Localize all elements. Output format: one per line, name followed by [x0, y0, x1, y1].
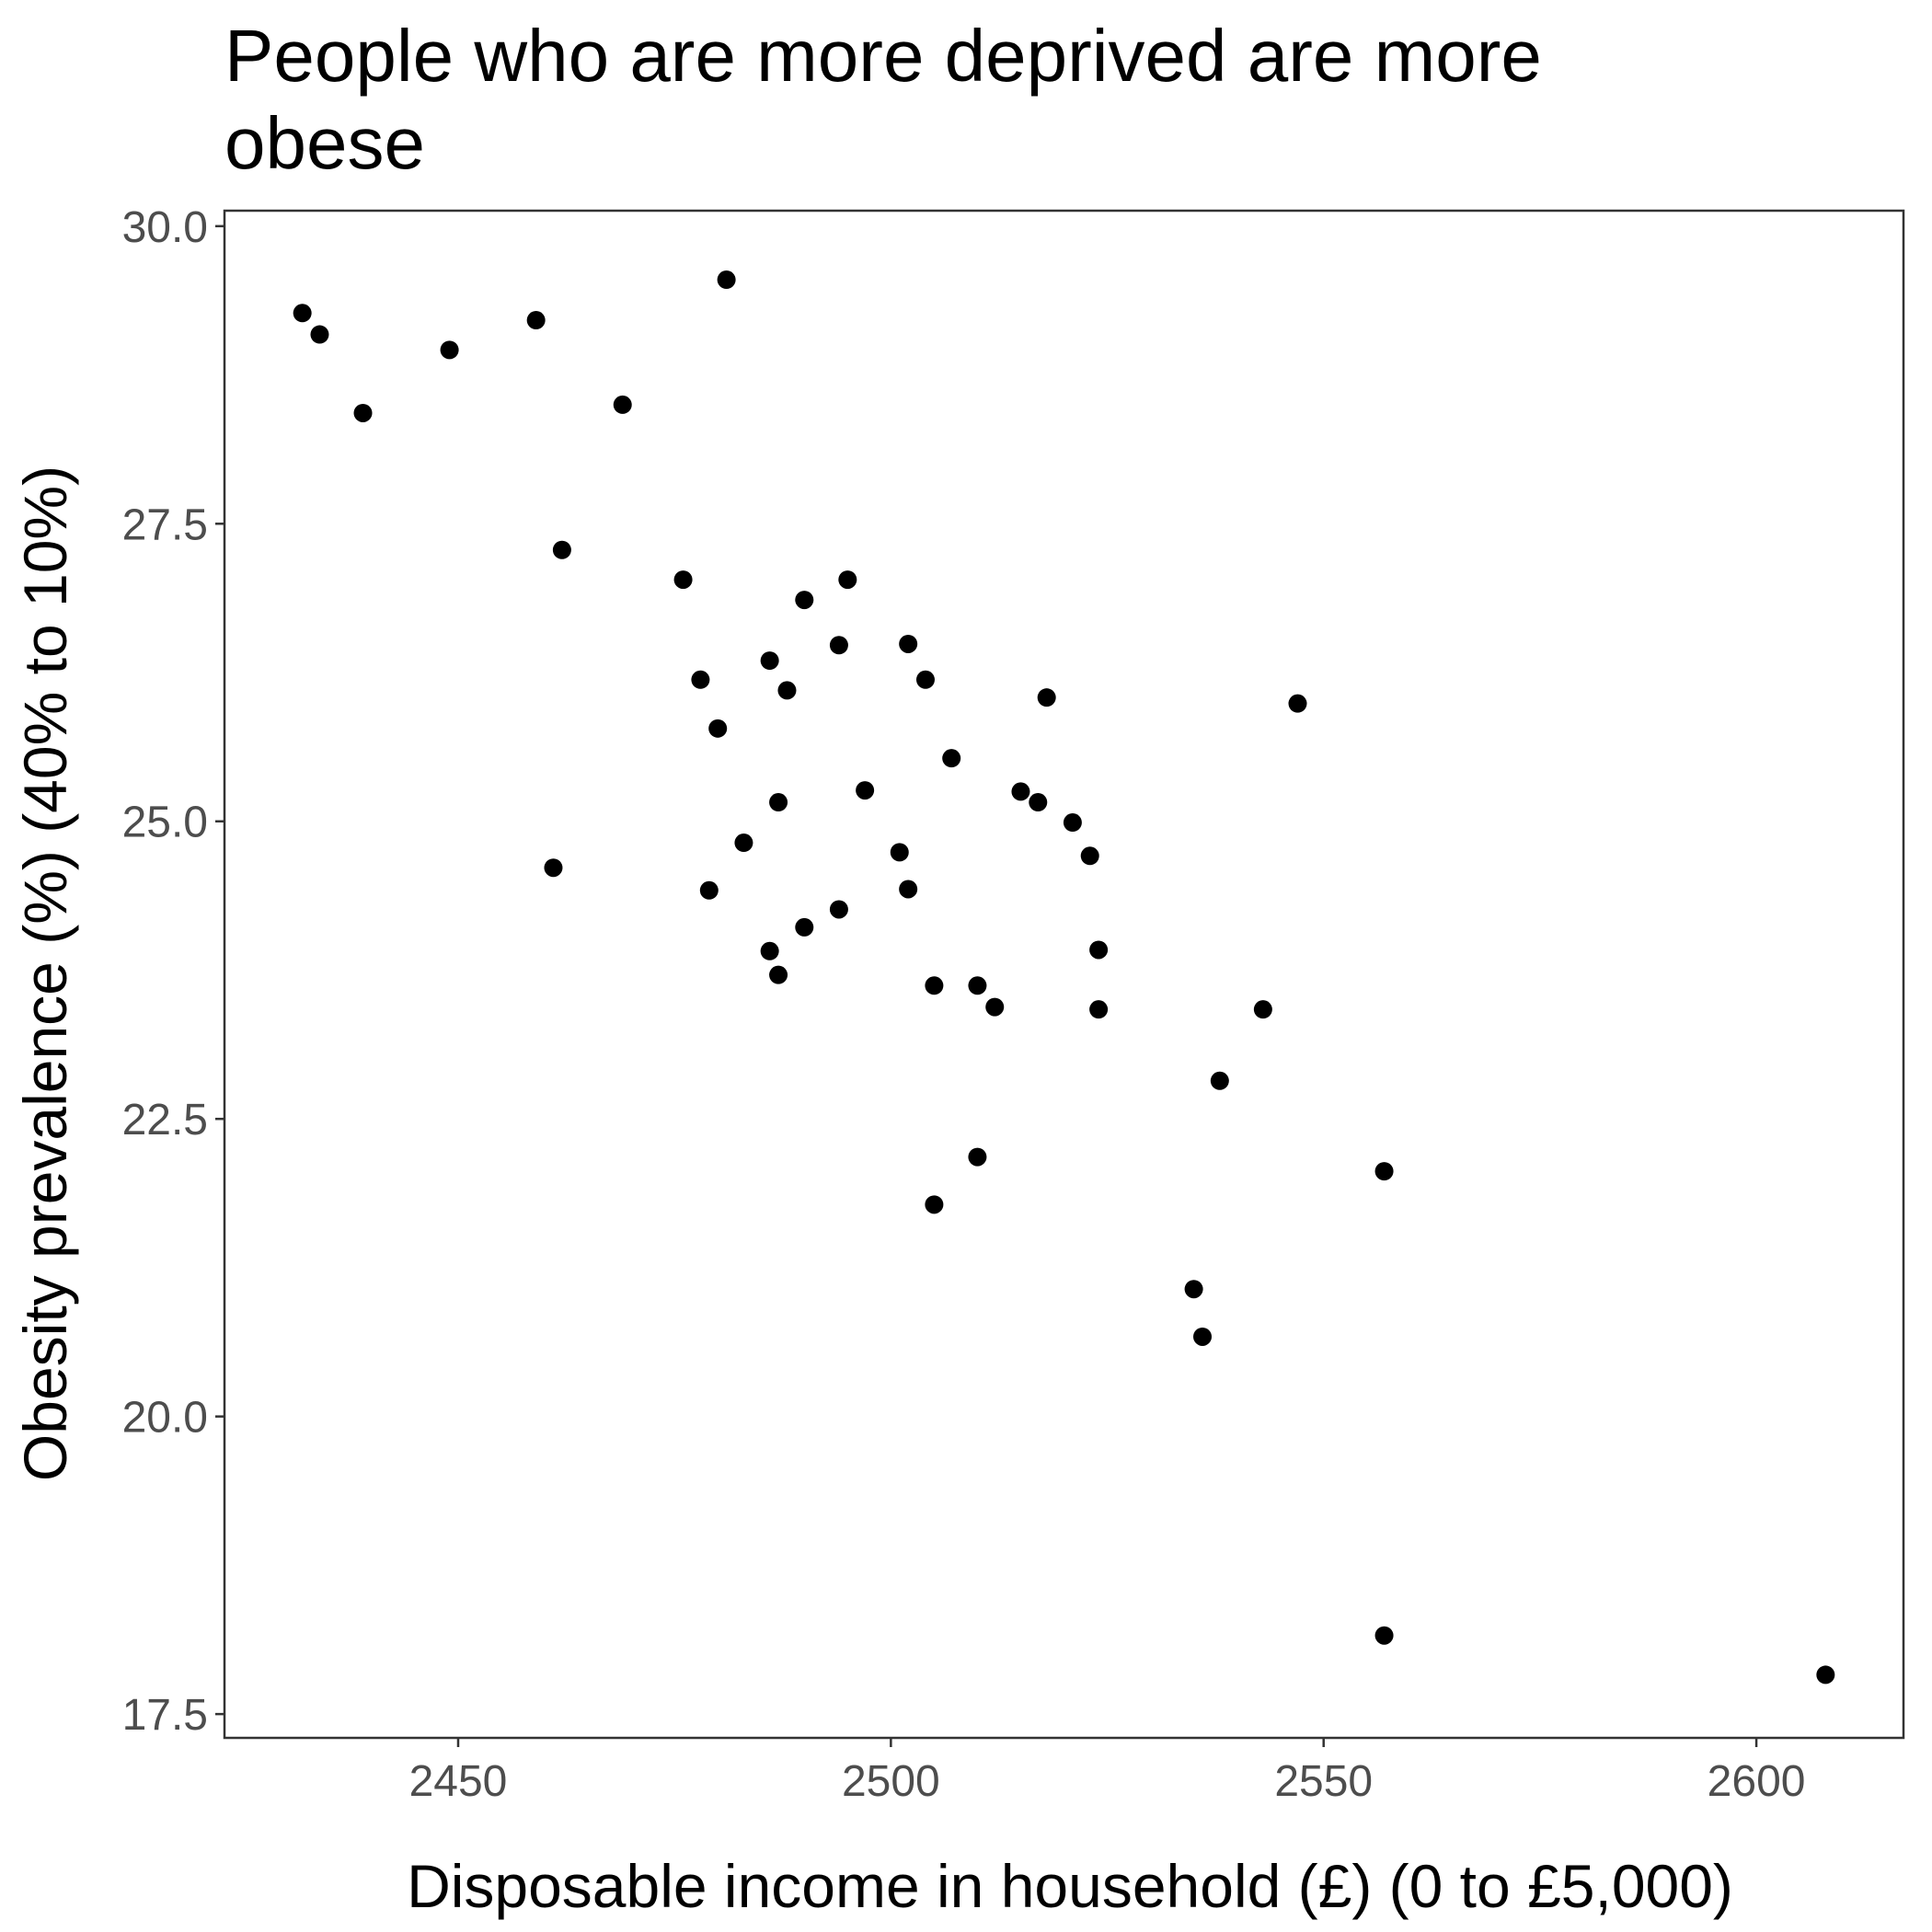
data-point: [1011, 782, 1030, 801]
data-point: [1089, 1000, 1109, 1019]
x-axis: 2450 2500 2550 2600: [409, 1738, 1806, 1806]
data-point: [691, 670, 710, 689]
data-point: [708, 719, 728, 738]
y-axis: 17.5 20.0 22.5 25.0 27.5 30.0: [122, 203, 224, 1740]
data-point: [1193, 1327, 1213, 1346]
data-point: [856, 781, 875, 800]
y-tick-label: 22.5: [122, 1096, 208, 1144]
data-point: [925, 1195, 944, 1214]
data-point: [526, 311, 546, 330]
data-point: [942, 749, 961, 768]
data-point: [1374, 1162, 1394, 1181]
data-point: [699, 880, 719, 900]
data-point: [1080, 846, 1099, 866]
data-point: [777, 681, 797, 700]
data-point: [552, 540, 571, 559]
y-tick-label: 17.5: [122, 1691, 208, 1740]
data-point: [795, 917, 814, 937]
data-point: [734, 834, 753, 853]
data-point: [1063, 813, 1082, 833]
data-point: [838, 570, 857, 590]
x-axis-title: Disposable income in household (£) (0 to…: [407, 1852, 1733, 1920]
data-point: [1816, 1665, 1835, 1685]
y-tick-label: 27.5: [122, 500, 208, 549]
y-tick-label: 30.0: [122, 203, 208, 252]
data-point: [829, 900, 848, 919]
data-points: [293, 270, 1835, 1685]
data-point: [717, 270, 736, 290]
data-point: [673, 570, 693, 590]
data-point: [829, 636, 848, 655]
data-point: [968, 976, 987, 995]
data-point: [899, 634, 918, 653]
x-tick-label: 2550: [1274, 1757, 1373, 1806]
data-point: [760, 941, 779, 960]
data-point: [915, 670, 935, 689]
data-point: [899, 880, 918, 899]
data-point: [1037, 688, 1056, 707]
data-point: [353, 403, 373, 422]
data-point: [544, 858, 563, 878]
x-tick-label: 2600: [1708, 1757, 1806, 1806]
data-point: [293, 304, 312, 323]
x-tick-label: 2450: [409, 1757, 508, 1806]
data-point: [1029, 793, 1048, 812]
data-point: [310, 325, 329, 344]
data-point: [760, 651, 779, 671]
data-point: [1374, 1626, 1394, 1645]
data-point: [1288, 694, 1307, 713]
data-point: [440, 340, 459, 360]
data-point: [769, 965, 788, 984]
data-point: [925, 976, 944, 995]
data-point: [1253, 1000, 1272, 1019]
y-tick-label: 25.0: [122, 799, 208, 847]
data-point: [985, 997, 1005, 1017]
data-point: [613, 395, 632, 414]
data-point: [968, 1147, 987, 1167]
plot-panel: [223, 209, 1905, 1740]
data-point: [769, 793, 788, 812]
x-tick-label: 2500: [842, 1757, 940, 1806]
data-point: [1089, 940, 1109, 960]
chart-title-line-1: People who are more deprived are more: [224, 15, 1542, 97]
data-point: [1184, 1280, 1203, 1299]
data-point: [795, 591, 814, 610]
chart-title-line-2: obese: [224, 102, 425, 184]
y-axis-title: Obesity prevalence (%) (40% to 10%): [11, 466, 79, 1481]
y-tick-label: 20.0: [122, 1394, 208, 1443]
data-point: [890, 843, 909, 862]
data-point: [1210, 1071, 1229, 1090]
